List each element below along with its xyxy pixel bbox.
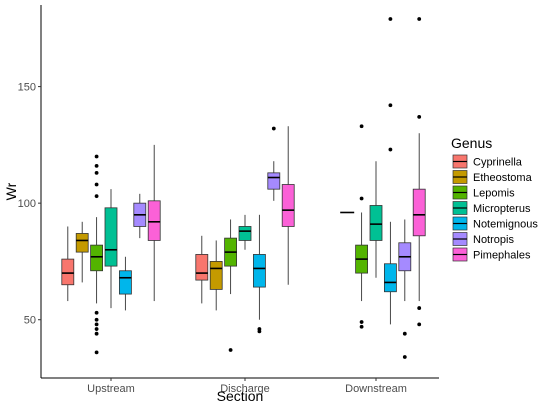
outlier-point [388,147,393,152]
box-body [147,200,161,241]
outlier-point [417,306,422,310]
legend-item-notropis: Notropis [452,232,514,246]
box-micropterus-downstream [369,161,383,278]
outlier-point [94,154,99,159]
box-micropterus-upstream [104,189,118,309]
legend-label: Etheostoma [473,172,533,184]
box-body [209,261,223,290]
legend: Genus Cyprinella Etheostoma Lepomis Micropt… [451,135,538,262]
y-axis-title: Wr [3,182,19,200]
y-tick-label: 100 [18,198,36,210]
outlier-point [94,317,99,322]
outlier-point [359,196,364,201]
outlier-point [417,17,422,21]
outlier-point [94,327,99,331]
x-tick-label: Upstream [87,383,135,395]
box-body [104,207,118,267]
legend-label: Micropterus [473,203,531,215]
outlier-point [271,126,276,131]
outlier-point [94,350,99,355]
box-lepomis-upstream [90,154,103,355]
box-notropis-downstream [398,219,412,359]
outlier-point [94,322,99,327]
plot-area [61,17,426,359]
axes: 50 100 150 Upstream Discharge Downstream [18,5,439,395]
legend-item-micropterus: Micropterus [452,201,531,215]
y-tick-label: 50 [24,315,36,327]
x-tick-label: Downstream [345,383,407,395]
box-body [383,263,397,293]
box-cyprinella-upstream [61,226,75,302]
legend-item-pimephales: Pimephales [452,247,531,262]
box-body [195,254,209,281]
outlier-point [388,103,393,108]
legend-item-cyprinella: Cyprinella [452,154,523,169]
outlier-point [228,348,233,352]
box-pimephales-upstream [147,144,161,302]
legend-item-lepomis: Lepomis [452,185,515,200]
x-axis-title: Section [217,388,264,404]
legend-title: Genus [451,135,492,151]
outlier-point [417,322,422,327]
box-body [267,172,281,190]
x-tick-label: Discharge [220,383,270,395]
box-body [252,254,266,288]
outlier-point [359,324,364,329]
box-notropis-discharge [267,126,281,201]
box-body [369,205,383,241]
box-pimephales-discharge [281,126,295,285]
legend-label: Notropis [473,234,514,246]
legend-label: Lepomis [473,188,515,200]
outlier-point [402,355,407,359]
legend-label: Cyprinella [473,157,523,169]
box-lepomis-discharge [224,219,238,352]
legend-item-etheostoma: Etheostoma [452,170,533,184]
box-body [238,226,252,241]
outlier-point [388,17,393,21]
box-notemignous-upstream [119,256,132,311]
box-notropis-upstream [133,193,147,239]
box-body [412,188,426,237]
y-tick-label: 150 [18,82,36,94]
outlier-point [257,327,262,331]
box-micropterus-discharge [238,214,252,250]
outlier-point [94,310,99,315]
box-body [61,258,75,286]
box-lepomis-downstream [355,124,369,329]
box-body [281,184,295,227]
outlier-point [417,115,422,119]
box-etheostoma-discharge [209,240,223,311]
box-body [90,244,103,272]
outlier-point [402,331,407,336]
box-body [119,270,132,295]
outlier-point [94,182,99,187]
legend-label: Pimephales [473,250,531,262]
box-cyprinella-discharge [195,235,209,304]
box-etheostoma-upstream [75,221,89,283]
outlier-point [359,124,364,129]
outlier-point [94,331,99,336]
legend-item-notemignous: Notemignous [452,216,538,231]
outlier-point [94,194,99,199]
outlier-point [359,320,364,324]
outlier-point [94,163,99,168]
box-pimephales-downstream [412,17,426,327]
outlier-point [94,170,99,175]
box-notemignous-discharge [252,214,266,334]
box-notemignous-downstream [383,17,397,325]
legend-label: Notemignous [473,219,538,231]
box-body [75,233,89,253]
